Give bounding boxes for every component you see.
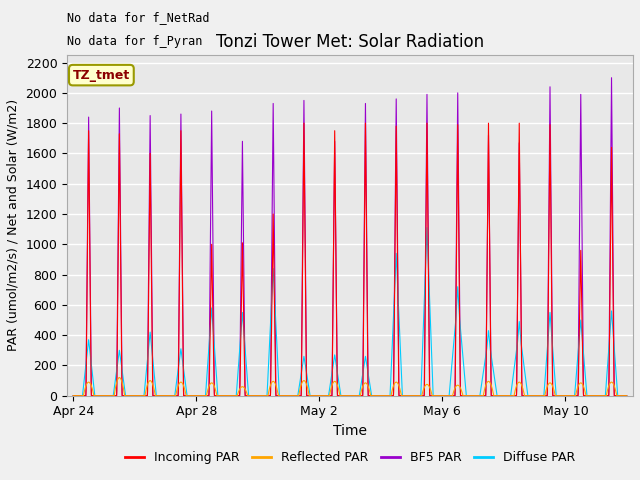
Text: No data for f_Pyran: No data for f_Pyran — [67, 35, 202, 48]
Y-axis label: PAR (umol/m2/s) / Net and Solar (W/m2): PAR (umol/m2/s) / Net and Solar (W/m2) — [7, 99, 20, 351]
Title: Tonzi Tower Met: Solar Radiation: Tonzi Tower Met: Solar Radiation — [216, 33, 484, 51]
X-axis label: Time: Time — [333, 424, 367, 438]
Text: No data for f_NetRad: No data for f_NetRad — [67, 11, 209, 24]
Text: TZ_tmet: TZ_tmet — [73, 69, 130, 82]
Legend: Incoming PAR, Reflected PAR, BF5 PAR, Diffuse PAR: Incoming PAR, Reflected PAR, BF5 PAR, Di… — [120, 446, 580, 469]
